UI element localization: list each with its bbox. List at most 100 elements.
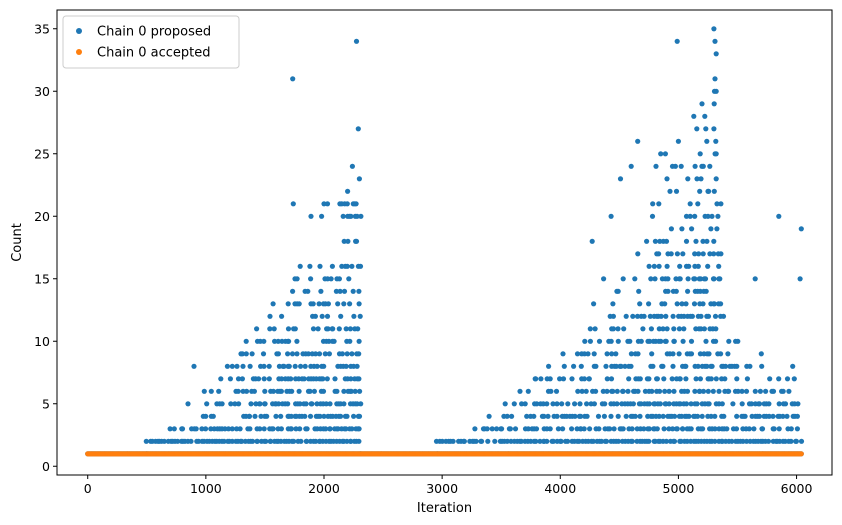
proposed-point	[349, 426, 355, 432]
proposed-point	[671, 326, 677, 332]
proposed-point	[795, 401, 801, 407]
proposed-point	[648, 326, 655, 332]
proposed-point	[698, 313, 704, 319]
proposed-point	[698, 176, 704, 182]
proposed-point	[711, 238, 717, 244]
proposed-point	[662, 151, 669, 157]
proposed-point	[683, 301, 689, 307]
proposed-point	[559, 401, 565, 407]
proposed-point	[601, 413, 608, 419]
proposed-point	[201, 388, 207, 394]
proposed-point	[776, 376, 782, 382]
proposed-point	[357, 263, 364, 269]
proposed-point	[297, 401, 303, 407]
proposed-point	[629, 438, 635, 444]
proposed-point	[203, 426, 209, 432]
proposed-point	[635, 388, 641, 394]
proposed-point	[344, 201, 350, 207]
proposed-point	[311, 388, 317, 394]
proposed-point	[797, 276, 803, 282]
proposed-point	[355, 326, 361, 332]
proposed-point	[227, 376, 233, 382]
proposed-point	[325, 326, 331, 332]
proposed-point	[608, 413, 614, 419]
proposed-point	[286, 363, 292, 369]
proposed-point	[290, 288, 296, 294]
proposed-point	[644, 238, 650, 244]
proposed-point	[650, 201, 656, 207]
proposed-point	[239, 438, 245, 444]
proposed-point	[670, 363, 676, 369]
proposed-point	[667, 188, 673, 194]
proposed-point	[646, 401, 653, 407]
proposed-point	[713, 151, 719, 157]
proposed-point	[697, 188, 703, 194]
proposed-point	[663, 438, 670, 444]
proposed-point	[776, 401, 782, 407]
proposed-point	[757, 388, 764, 394]
proposed-point	[691, 113, 697, 119]
proposed-point	[766, 413, 772, 419]
proposed-point	[766, 401, 772, 407]
proposed-point	[657, 388, 663, 394]
proposed-point	[794, 413, 801, 419]
proposed-point	[341, 388, 347, 394]
proposed-point	[583, 388, 589, 394]
proposed-point	[517, 388, 523, 394]
proposed-point	[343, 426, 349, 432]
y-tick-label: 15	[34, 271, 50, 286]
proposed-point	[555, 426, 562, 432]
proposed-point	[547, 426, 553, 432]
y-axis: 0 5 10 15 20 25 30 35	[34, 21, 57, 474]
proposed-point	[302, 413, 308, 419]
proposed-point	[272, 338, 278, 344]
proposed-point	[578, 363, 584, 369]
proposed-point	[600, 388, 606, 394]
proposed-point	[662, 388, 668, 394]
proposed-point	[348, 376, 354, 382]
proposed-point	[288, 413, 294, 419]
proposed-point	[235, 388, 241, 394]
proposed-point	[621, 326, 627, 332]
proposed-point	[716, 388, 722, 394]
proposed-point	[354, 363, 360, 369]
proposed-point	[595, 413, 602, 419]
proposed-point	[663, 313, 669, 319]
proposed-point	[285, 301, 291, 307]
proposed-point	[724, 426, 730, 432]
proposed-point	[504, 413, 510, 419]
proposed-point	[692, 276, 698, 282]
x-tick-label: 0	[84, 481, 92, 496]
proposed-point	[608, 338, 614, 344]
proposed-point	[709, 363, 715, 369]
proposed-point	[590, 438, 596, 444]
proposed-point	[709, 213, 715, 219]
proposed-point	[341, 238, 347, 244]
proposed-point	[788, 438, 794, 444]
proposed-point	[767, 376, 773, 382]
proposed-point	[266, 376, 272, 382]
proposed-point	[179, 426, 186, 432]
proposed-point	[620, 388, 626, 394]
proposed-point	[193, 426, 199, 432]
proposed-point	[694, 176, 700, 182]
proposed-point	[336, 276, 342, 282]
y-tick-label: 25	[34, 146, 50, 161]
proposed-point	[228, 401, 234, 407]
proposed-point	[718, 301, 724, 307]
proposed-series	[85, 26, 805, 457]
proposed-point	[511, 401, 517, 407]
proposed-point	[439, 438, 445, 444]
proposed-point	[593, 363, 599, 369]
proposed-point	[615, 438, 622, 444]
proposed-point	[327, 401, 333, 407]
proposed-point	[642, 388, 649, 394]
proposed-point	[327, 426, 333, 432]
proposed-point	[683, 376, 689, 382]
proposed-point	[708, 376, 714, 382]
y-tick-label: 30	[34, 84, 50, 99]
proposed-point	[700, 163, 706, 169]
proposed-point	[695, 201, 701, 207]
proposed-point	[278, 426, 284, 432]
